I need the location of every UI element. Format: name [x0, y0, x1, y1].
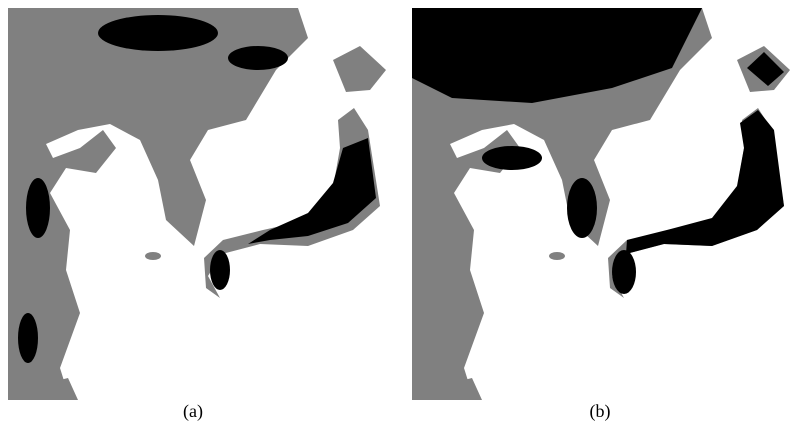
caption: (a): [183, 401, 203, 422]
map-a: [8, 8, 387, 400]
figure: (a) (b): [0, 0, 794, 427]
map-b: [412, 8, 791, 400]
page: (a) (b) (() => { const data = JSON.parse…: [0, 0, 794, 427]
caption: (b): [590, 401, 611, 422]
